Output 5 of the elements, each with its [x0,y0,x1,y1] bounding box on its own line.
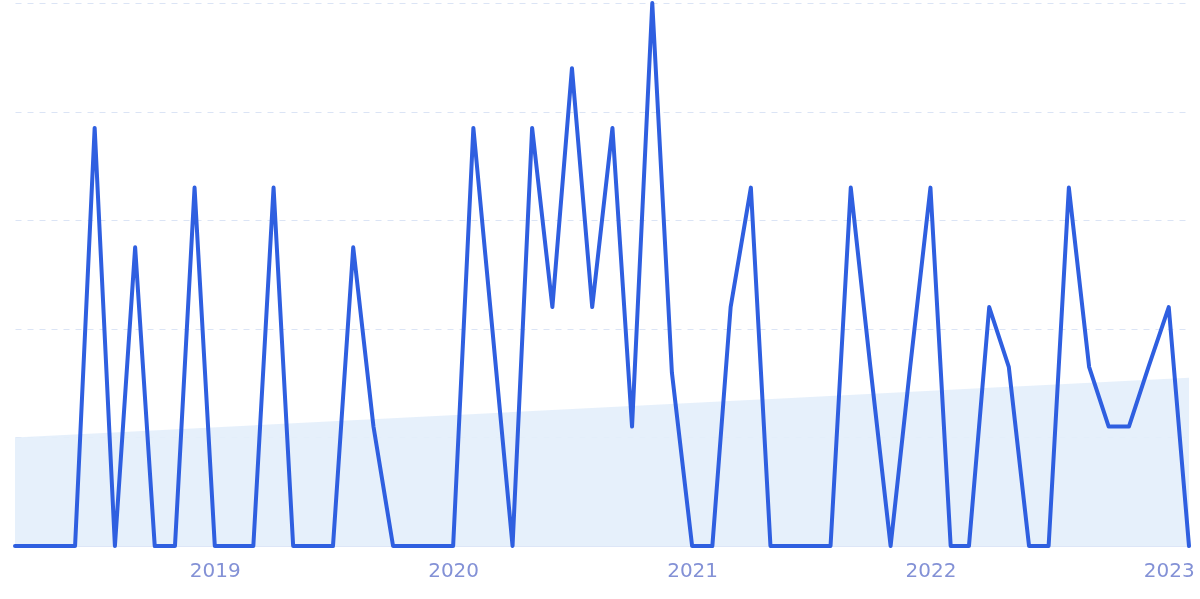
x-tick-label: 2022 [905,557,957,582]
x-tick-label: 2020 [428,557,480,582]
x-tick-label: 2021 [667,557,719,582]
x-tick-label: 2023 [1143,557,1195,582]
x-tick-label: 2019 [189,557,241,582]
